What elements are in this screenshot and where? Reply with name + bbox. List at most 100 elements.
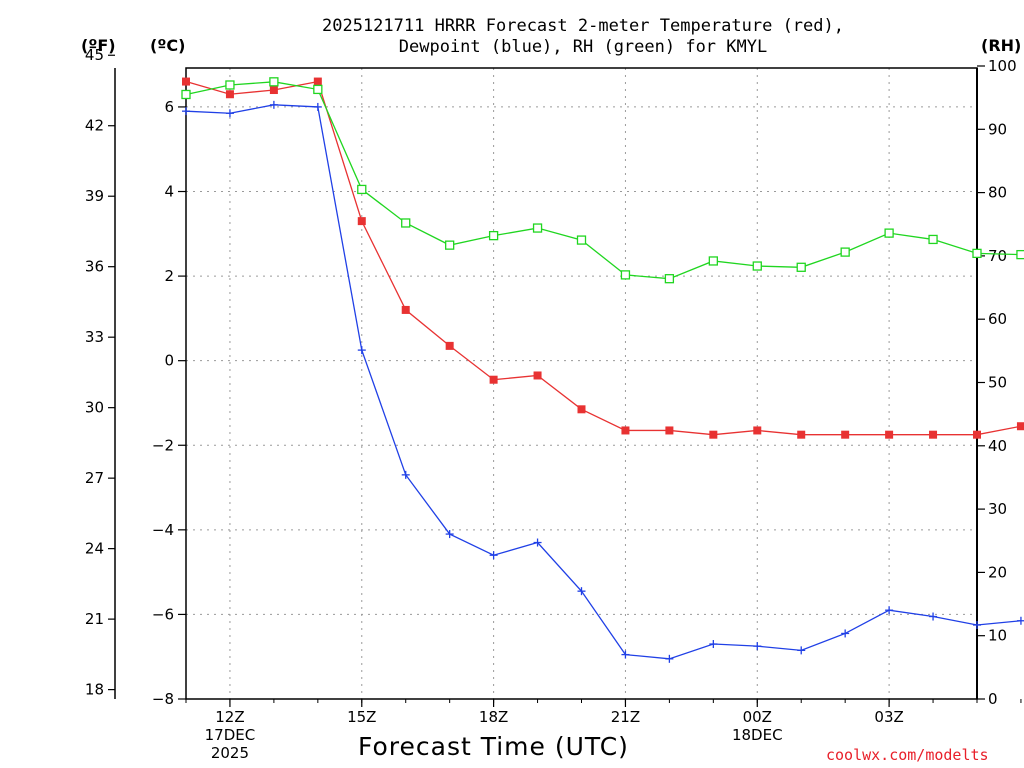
x-tick-label: 2025 [211,744,249,762]
fahrenheit-tick-label: 33 [85,328,104,346]
celsius-tick-label: 0 [164,352,174,370]
rh-point [445,240,455,250]
fahrenheit-tick-label: 36 [85,258,104,276]
rh-tick-label: 100 [988,57,1017,75]
2-meter-temperature-point [973,430,981,439]
rh-point [884,228,894,238]
dewpoint-point [1016,616,1024,625]
rh-point [664,274,675,284]
dewpoint-point [225,109,234,118]
dewpoint-point [401,470,410,479]
2-meter-temperature-point [313,77,322,86]
fahrenheit-tick-label: 30 [85,399,104,417]
fahrenheit-tick-label: 45 [85,46,104,64]
rh-tick-label: 80 [988,184,1007,202]
x-tick-label: 17DEC [205,726,256,744]
fahrenheit-tick-label: 42 [85,117,104,135]
rh-point [708,256,718,266]
celsius-tick-label: 6 [164,98,174,116]
2-meter-temperature-point [269,86,278,95]
2-meter-temperature-point [709,430,718,439]
2-meter-temperature-point [885,430,894,439]
fahrenheit-tick-label: 27 [85,469,104,487]
data-series [181,77,1024,663]
rh-tick-label: 70 [988,247,1007,265]
rh-point [928,234,938,245]
rh-axis-label: (RH) [981,36,1022,55]
celsius-axis-label: (ºC) [150,36,186,55]
celsius-tick-label: −2 [152,436,174,454]
rh-tick-label: 40 [988,437,1007,455]
2-meter-temperature-point [489,375,498,384]
x-tick-label: 12Z [215,708,244,726]
rh-point [972,248,982,259]
2-meter-temperature-point [621,426,630,435]
x-tick-label: 21Z [611,708,640,726]
dewpoint-point [577,587,586,596]
2-meter-temperature-point [797,430,806,439]
dewpoint-line [185,104,1022,660]
2-meter-temperature-point [357,217,366,226]
celsius-tick-label: 2 [164,267,174,285]
fahrenheit-axis-label: (ºF) [81,36,116,55]
2-meter-temperature-point [929,430,938,439]
2-meter-temperature-point [841,430,850,439]
dewpoint-point [973,620,981,629]
dewpoint-point [841,629,850,638]
2-meter-temperature-point [533,371,542,380]
dewpoint-point [489,551,498,560]
dewpoint-point [753,642,762,651]
chart-title-line-2: Dewpoint (blue), RH (green) for KMYL [398,37,768,57]
dewpoint-point [665,654,674,663]
rh-point [401,218,411,228]
2-meter-temperature-point [225,90,234,99]
rh-tick-label: 20 [988,563,1007,581]
rh-point [620,270,631,280]
rh-point [181,89,191,100]
rh-tick-label: 30 [988,500,1007,518]
dewpoint-point [709,640,718,649]
celsius-tick-label: 4 [164,183,174,201]
2-meter-temperature-point [401,305,410,314]
rh-tick-label: 10 [988,627,1007,645]
fahrenheit-tick-label: 39 [85,187,104,205]
rh-point [357,184,367,195]
rh-point [532,223,543,233]
dewpoint-point [313,102,322,111]
dewpoint-point [797,646,806,655]
credit-link[interactable]: coolwx.com/modelts [826,746,989,764]
dewpoint-point [929,612,938,621]
x-tick-label: 15Z [347,708,376,726]
dewpoint-point [445,530,454,539]
fahrenheit-tick-label: 21 [85,610,104,628]
rh-point [1016,249,1024,260]
rh-point [313,84,323,95]
dewpoint-point [182,107,190,116]
plot-frame [185,67,978,700]
2-meter-temperature-point [1016,422,1024,431]
2-meter-temperature-point [665,426,674,435]
dewpoint-point [269,100,278,109]
rh-tick-label: 50 [988,374,1007,392]
2-meter-temperature-point [182,77,190,86]
rh-point [840,247,850,257]
rh-point [752,261,762,271]
dewpoint-point [533,538,542,547]
rh-point [796,262,806,272]
gridlines [186,68,977,700]
celsius-tick-label: −6 [152,605,174,623]
x-axis-title: Forecast Time (UTC) [358,732,629,761]
rh-point [576,235,587,245]
chart-title-line-1: 2025121711 HRRR Forecast 2-meter Tempera… [322,16,844,36]
dewpoint-point [885,606,894,615]
rh-point [225,80,235,90]
fahrenheit-tick-label: 24 [85,540,104,558]
x-tick-label: 00Z [743,708,772,726]
dewpoint-point [621,650,630,659]
fahrenheit-tick-label: 18 [85,681,104,699]
x-tick-label: 03Z [874,708,903,726]
rh-tick-label: 60 [988,310,1007,328]
x-tick-label: 18Z [479,708,508,726]
